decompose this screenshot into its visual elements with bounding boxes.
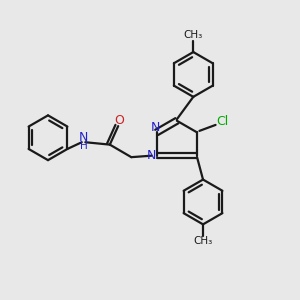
Text: CH₃: CH₃: [184, 30, 203, 40]
Text: Cl: Cl: [216, 116, 228, 128]
Text: H: H: [80, 141, 87, 151]
Text: O: O: [115, 114, 124, 127]
Text: N: N: [151, 121, 160, 134]
Text: CH₃: CH₃: [194, 236, 213, 246]
Text: N: N: [147, 149, 156, 162]
Text: N: N: [79, 131, 88, 144]
